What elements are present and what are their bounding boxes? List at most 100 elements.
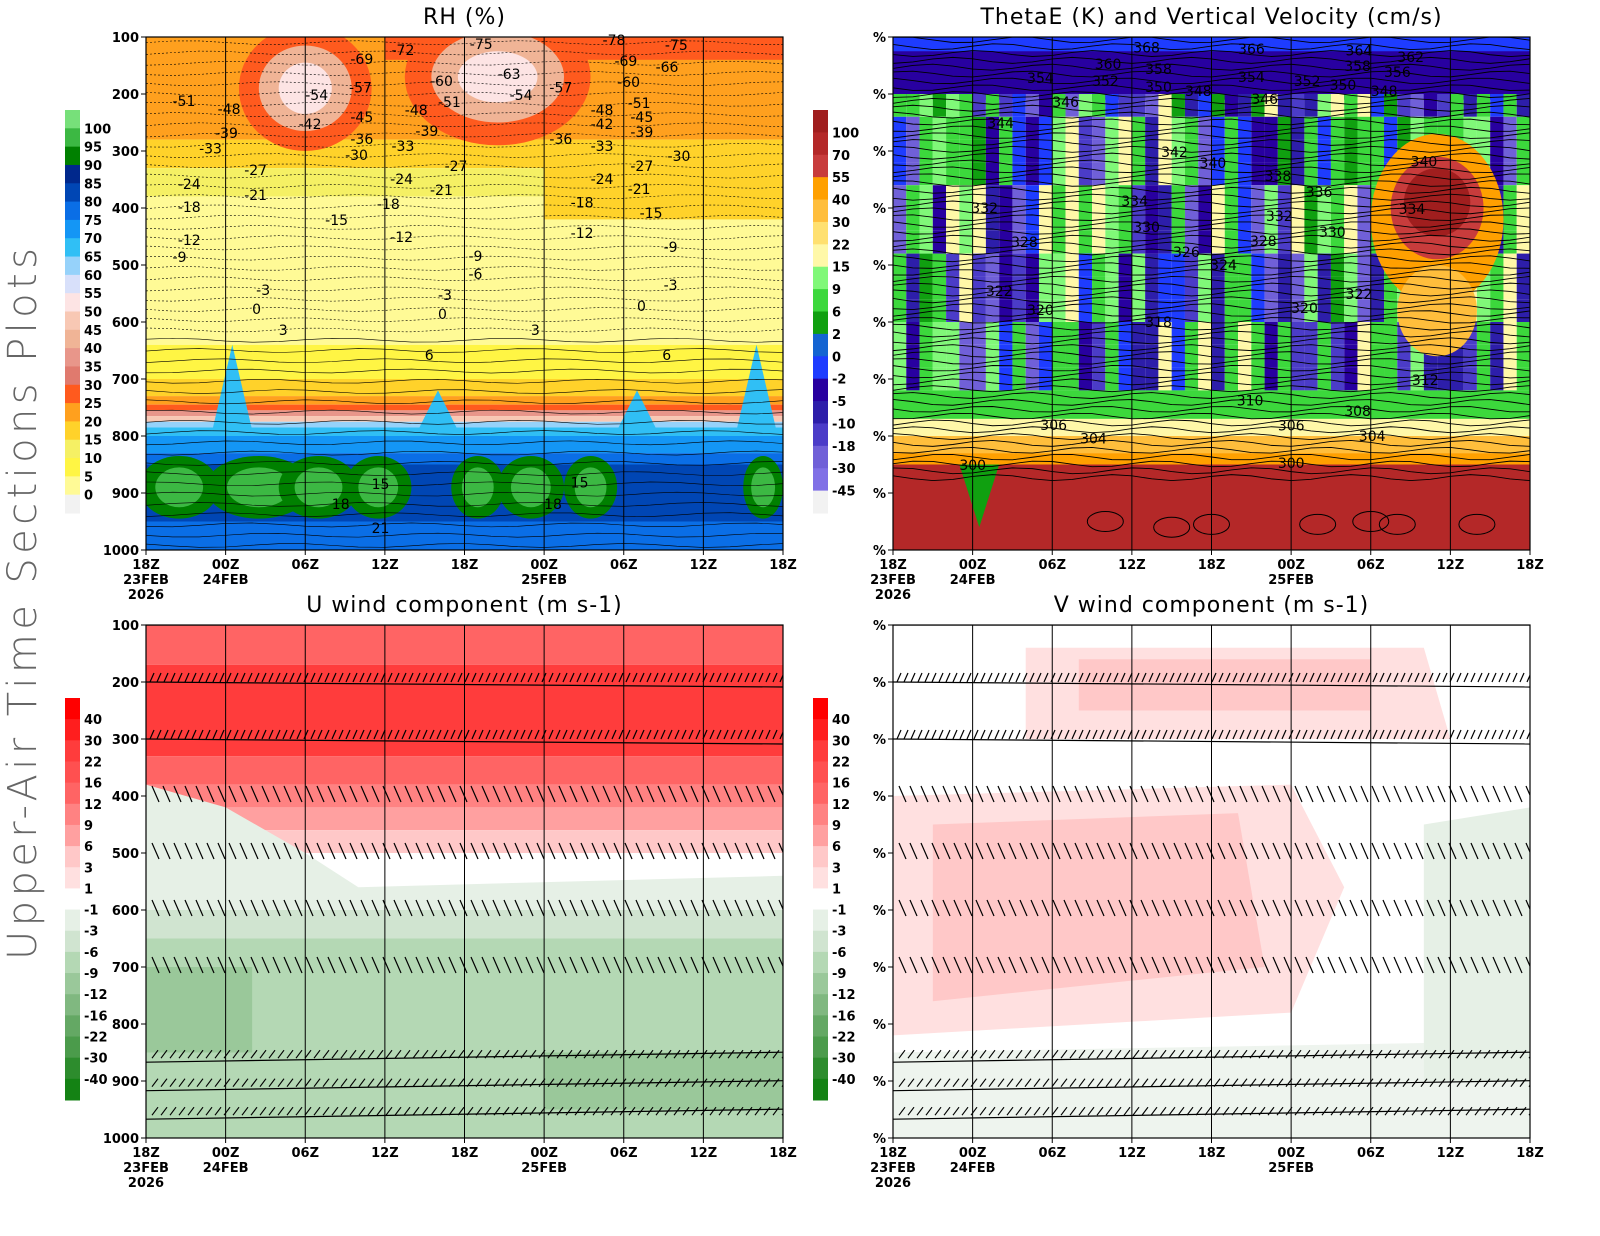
contour-band xyxy=(1238,94,1252,117)
wind-barb xyxy=(534,729,540,740)
contour-band xyxy=(959,322,973,345)
wind-barb xyxy=(212,672,218,683)
contour-band xyxy=(1330,185,1345,208)
contour-band xyxy=(1397,94,1411,117)
wind-barb xyxy=(734,899,743,917)
contour-band xyxy=(1503,116,1517,140)
wind-barb xyxy=(1274,729,1280,740)
wind-barb xyxy=(1501,1106,1509,1116)
wind-barb xyxy=(1042,1078,1050,1088)
wind-barb xyxy=(316,785,325,803)
wind-barb xyxy=(1228,956,1237,974)
wind-barb xyxy=(942,842,951,860)
wind-barb xyxy=(338,785,347,803)
wind-barb xyxy=(943,1049,951,1059)
wind-barb xyxy=(529,1078,537,1088)
contour-band xyxy=(972,116,986,140)
wind-barb xyxy=(1456,1106,1464,1116)
contour-band xyxy=(1277,299,1292,322)
wind-barb xyxy=(296,729,302,740)
contour-band xyxy=(1025,208,1039,231)
wind-barb xyxy=(331,672,337,683)
wind-barb xyxy=(682,1049,690,1059)
wind-barb xyxy=(752,625,753,626)
wind-barb xyxy=(185,625,186,626)
wind-barb xyxy=(1274,672,1280,683)
wind-barb xyxy=(624,899,633,917)
contour-band xyxy=(1277,367,1292,391)
wind-barb xyxy=(1393,1106,1401,1116)
wind-barb xyxy=(1071,729,1077,740)
wind-barb xyxy=(1132,1078,1140,1088)
wind-barb xyxy=(997,1078,1005,1088)
contour-band xyxy=(919,139,933,163)
wind-barb xyxy=(525,956,534,974)
colorbar-swatch xyxy=(65,183,80,203)
wind-barb xyxy=(917,729,923,740)
colorbar-label: -10 xyxy=(832,417,856,432)
wind-barb xyxy=(1421,729,1427,740)
contour-band xyxy=(972,367,986,391)
contour-band xyxy=(1330,367,1345,391)
wind-barb xyxy=(529,1049,537,1059)
contour-band xyxy=(1490,344,1504,368)
contour-band xyxy=(1131,94,1146,117)
wind-barb xyxy=(1118,956,1127,974)
y-tick-label: 200 xyxy=(112,676,139,691)
wind-barb xyxy=(754,1078,762,1088)
contour-label: 340 xyxy=(1200,156,1227,172)
wind-barb xyxy=(569,729,575,740)
wind-barb xyxy=(1510,1106,1518,1116)
wind-barb xyxy=(661,625,662,626)
wind-barb xyxy=(1447,1106,1455,1116)
wind-barb xyxy=(1303,1106,1311,1116)
wind-barb xyxy=(1114,1106,1122,1116)
contour-band xyxy=(1198,276,1212,300)
y-tick-label: 800 xyxy=(112,1018,139,1033)
wind-barb xyxy=(1465,1049,1473,1059)
contour-band xyxy=(1131,253,1146,277)
contour-label: 0 xyxy=(637,299,646,315)
wind-barb xyxy=(283,625,284,626)
colorbar-swatch xyxy=(65,973,80,995)
wind-barb xyxy=(695,672,701,683)
wind-barb xyxy=(492,672,498,683)
wind-barb xyxy=(973,729,979,740)
wind-barb xyxy=(601,1049,609,1059)
wind-barb xyxy=(173,785,182,803)
x-tick-year: 2026 xyxy=(128,1176,164,1191)
contour-band xyxy=(1224,299,1239,322)
wind-barb xyxy=(602,842,611,860)
wind-barb xyxy=(1272,785,1281,803)
wind-barb xyxy=(953,842,962,860)
wind-barb xyxy=(712,956,721,974)
colorbar-label: 85 xyxy=(84,177,102,192)
contour-band xyxy=(1131,276,1146,300)
contour-band xyxy=(932,94,947,117)
colorbar-swatch xyxy=(813,401,828,424)
wind-barb xyxy=(380,672,386,683)
wind-barb xyxy=(187,1078,195,1088)
contour-band xyxy=(1012,299,1026,322)
contour-band xyxy=(893,94,907,117)
wind-barb xyxy=(387,729,393,740)
contour-band xyxy=(893,208,907,231)
contour-band xyxy=(1277,94,1292,117)
wind-barb xyxy=(1442,729,1448,740)
wind-barb xyxy=(565,1049,573,1059)
wind-barb xyxy=(1099,672,1105,683)
contour-band xyxy=(1397,367,1411,391)
wind-barb xyxy=(295,1049,303,1059)
contour-band xyxy=(1198,322,1212,345)
wind-barb xyxy=(1001,672,1007,683)
contour-label: 368 xyxy=(1133,40,1160,56)
wind-barb xyxy=(184,899,193,917)
x-tick-label: 18Z xyxy=(1198,558,1226,573)
colorbar: 1009590858075706560555045403530252015105… xyxy=(65,110,111,514)
contour-label: -30 xyxy=(668,149,691,165)
wind-barb xyxy=(618,672,624,683)
colorbar-label: 0 xyxy=(84,489,93,504)
wind-barb xyxy=(297,625,298,626)
wind-barb xyxy=(583,729,589,740)
wind-barb xyxy=(1459,899,1468,917)
